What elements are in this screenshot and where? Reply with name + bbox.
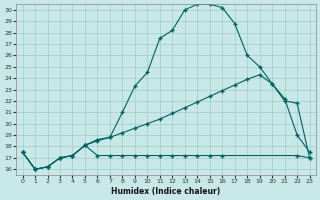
X-axis label: Humidex (Indice chaleur): Humidex (Indice chaleur) <box>111 187 221 196</box>
